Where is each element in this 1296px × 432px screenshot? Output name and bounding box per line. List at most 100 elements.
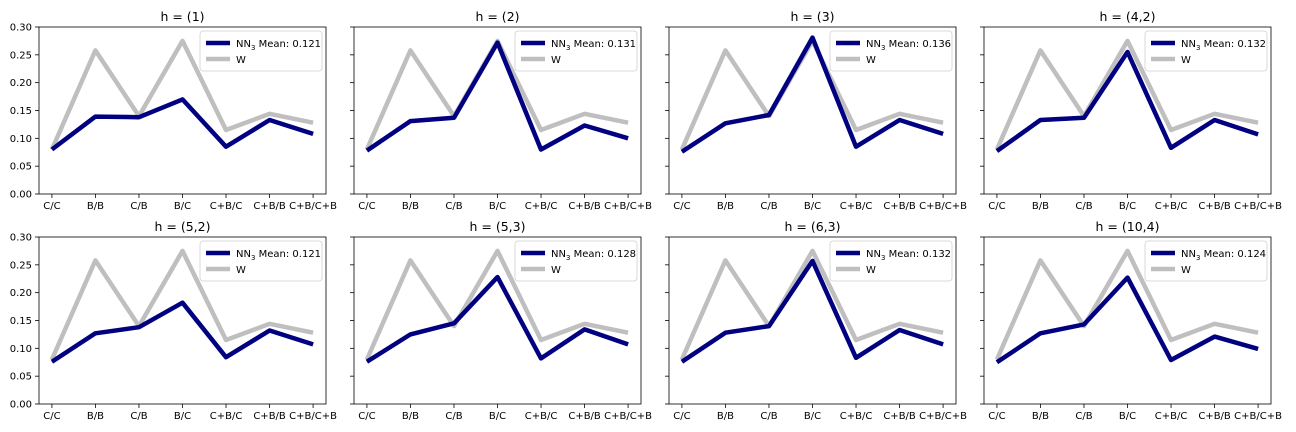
x-tick-label: C+B/C+B [604,411,652,422]
y-tick-label: 0.00 [10,400,32,411]
x-tick-label: C+B/C [210,201,243,212]
legend-label-nn: NN3 Mean: 0.121 [236,249,321,262]
x-tick-label: C/C [358,411,375,422]
legend-box [829,240,953,282]
x-tick-label: C+B/C [210,411,243,422]
legend-label-w: W [1181,55,1191,66]
x-tick-label: B/C [804,411,821,422]
legend-label-nn-name: NN [1181,249,1196,260]
subplot-title: h = (5,3) [470,219,526,234]
legend-label-nn-mean: Mean: 0.121 [255,39,321,50]
series-line-nn [995,275,1259,365]
x-tick-label: C+B/C+B [604,201,652,212]
plot-frame [38,26,327,195]
x-tick-label: C/B [760,201,777,212]
x-tick-label: C/B [445,411,462,422]
subplot-2: h = (2) C/C B/B C/B B/C C+B/C C+B/B C+B/C+B NN3 … [350,9,652,212]
x-tick-label: C/C [988,411,1005,422]
legend-label-nn: NN3 Mean: 0.136 [866,39,951,52]
legend-label-nn: NN3 Mean: 0.124 [1181,249,1266,262]
legend-label-nn-name: NN [236,249,251,260]
subplot-title: h = (6,3) [785,219,841,234]
x-tick-label: B/B [717,411,734,422]
legend-label-nn-name: NN [866,249,881,260]
legend-label-nn-mean: Mean: 0.131 [570,39,636,50]
legend-label-nn-subscript: 3 [1196,44,1200,52]
legend-label-nn-mean: Mean: 0.128 [570,249,636,260]
x-tick-label: C+B/C+B [919,411,967,422]
legend-box [514,30,638,72]
x-tick-label: B/B [87,201,104,212]
plot-frame [38,236,327,405]
legend-label-nn-mean: Mean: 0.132 [1200,39,1266,50]
x-tick-label: C/C [673,411,690,422]
y-tick-label: 0.30 [10,233,32,244]
y-tick-label: 0.25 [10,260,32,271]
subplot-title: h = (2) [475,9,519,24]
series-line-w [49,38,314,151]
x-tick-label: B/B [717,201,734,212]
series-line-nn [995,49,1259,153]
legend-label-nn-name: NN [866,39,881,50]
legend-box [199,30,323,72]
y-tick-label: 0.05 [10,372,32,383]
legend-label-nn-subscript: 3 [251,254,255,262]
series-line-nn [50,97,314,152]
subplot-title: h = (1) [160,9,204,24]
x-tick-label: B/B [87,411,104,422]
x-tick-label: C+B/C+B [1234,411,1282,422]
legend-box [829,30,953,72]
legend-label-nn-mean: Mean: 0.136 [885,39,951,50]
x-tick-label: C/B [130,411,147,422]
legend-label-nn: NN3 Mean: 0.131 [551,39,636,52]
plot-frame [353,236,642,405]
series-line-w [679,248,944,361]
legend-label-nn-name: NN [1181,39,1196,50]
x-tick-label: C+B/C [1155,201,1188,212]
x-tick-label: C+B/C+B [1234,201,1282,212]
x-tick-label: C+B/B [1198,411,1231,422]
y-tick-label: 0.05 [10,162,32,173]
x-tick-label: C+B/C [1155,411,1188,422]
y-tick-label: 0.10 [10,134,32,145]
y-tick-label: 0.30 [10,23,32,34]
x-tick-label: C/B [445,201,462,212]
x-tick-label: C+B/B [568,201,601,212]
legend-box [1144,30,1268,72]
legend-label-nn-name: NN [551,39,566,50]
subplot-6: h = (5,3) C/C B/B C/B B/C C+B/C C+B/B C+B/C+B NN… [350,219,652,422]
legend-label-w: W [1181,265,1191,276]
series-line-nn [680,35,944,154]
x-tick-label: C+B/C [525,411,558,422]
plot-frame [983,236,1272,405]
x-tick-label: B/B [402,201,419,212]
x-tick-label: C/C [358,201,375,212]
x-tick-label: C+B/B [253,201,286,212]
plot-frame [353,26,642,195]
legend-label-nn-subscript: 3 [566,254,570,262]
series-line-nn [365,274,629,364]
legend-label-nn-subscript: 3 [251,44,255,52]
subplot-title: h = (5,2) [155,219,211,234]
plot-frame [668,236,957,405]
legend-label-nn-name: NN [551,249,566,260]
subplot-5: h = (5,2) 0.00 0.05 0.10 0.15 0.20 0.25 0.30 C/C… [10,219,337,422]
series-line-w [994,38,1259,151]
legend-label-nn: NN3 Mean: 0.121 [236,39,321,52]
x-tick-label: B/C [804,201,821,212]
y-tick-label: 0.15 [10,106,32,117]
y-tick-label: 0.20 [10,288,32,299]
x-tick-label: B/B [1032,411,1049,422]
x-tick-label: C+B/B [883,411,916,422]
series-line-w [49,248,314,361]
legend-label-nn-mean: Mean: 0.132 [885,249,951,260]
subplot-title: h = (10,4) [1096,219,1160,234]
x-tick-label: B/C [489,411,506,422]
x-tick-label: C+B/B [883,201,916,212]
legend-label-nn: NN3 Mean: 0.132 [1181,39,1266,52]
series-line-w [364,248,629,361]
x-tick-label: C/C [673,201,690,212]
subplot-title: h = (3) [790,9,834,24]
x-tick-label: C+B/B [253,411,286,422]
